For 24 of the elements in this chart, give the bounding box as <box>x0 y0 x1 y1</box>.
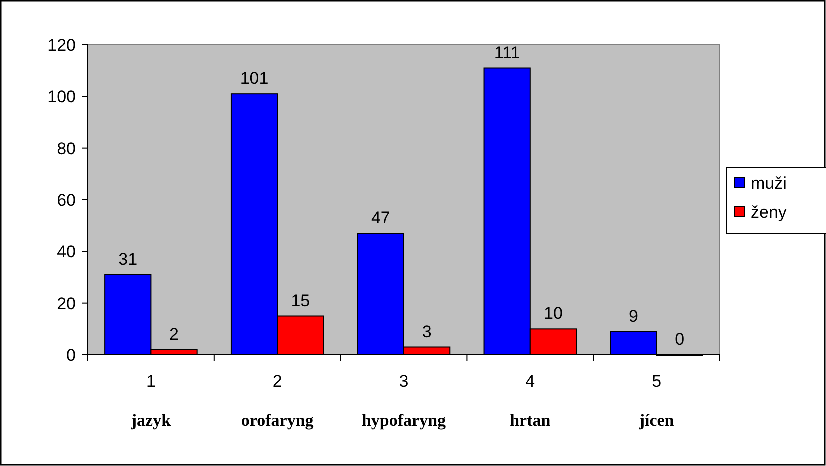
y-tick-label: 100 <box>48 88 76 107</box>
x-tick-label: 4 hrtan <box>510 372 552 430</box>
x-tick-label: 3 hypofaryng <box>362 372 447 430</box>
data-label: 3 <box>422 322 432 342</box>
legend-label: muži <box>751 174 787 193</box>
data-label: 111 <box>494 43 520 62</box>
y-tick-label: 20 <box>57 294 76 314</box>
data-label: 9 <box>629 306 638 326</box>
y-tick-label: 120 <box>48 36 76 55</box>
x-tick-label: 1 jazyk <box>130 372 172 430</box>
legend-label: ženy <box>751 202 788 222</box>
data-label: 101 <box>240 69 269 88</box>
y-tick-label: 80 <box>57 139 76 158</box>
data-label: 15 <box>291 291 310 310</box>
data-label: 10 <box>544 304 563 324</box>
data-label: 47 <box>371 208 390 228</box>
data-label: 2 <box>170 324 179 344</box>
y-tick-label: 40 <box>57 242 76 262</box>
x-tick-label: 5 jícen <box>638 372 675 430</box>
y-tick-label: 60 <box>57 190 76 210</box>
y-tick-label: 0 <box>66 346 76 365</box>
data-label: 0 <box>675 330 685 349</box>
data-label: 31 <box>118 250 138 269</box>
x-tick-label: 2 orofaryng <box>241 372 314 430</box>
